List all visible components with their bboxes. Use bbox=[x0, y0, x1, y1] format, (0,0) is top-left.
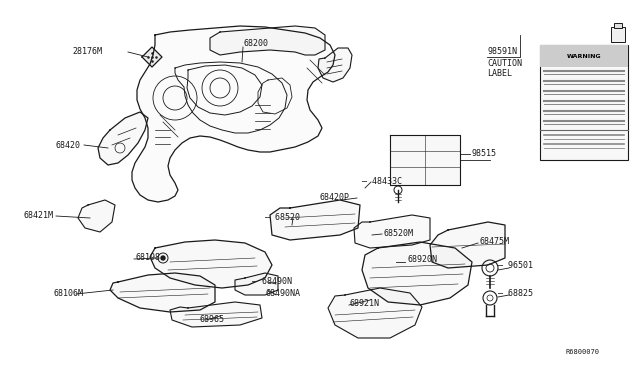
FancyBboxPatch shape bbox=[614, 23, 622, 28]
Polygon shape bbox=[170, 302, 262, 327]
FancyBboxPatch shape bbox=[540, 45, 628, 160]
Text: 28176M: 28176M bbox=[72, 48, 102, 57]
Polygon shape bbox=[362, 242, 472, 305]
Text: R6800070: R6800070 bbox=[566, 349, 600, 355]
Text: 68920N: 68920N bbox=[407, 256, 437, 264]
Text: 68965: 68965 bbox=[200, 315, 225, 324]
Polygon shape bbox=[210, 26, 325, 55]
Text: – 48433C: – 48433C bbox=[362, 177, 402, 186]
Polygon shape bbox=[390, 135, 460, 185]
Text: 98591N: 98591N bbox=[487, 48, 517, 57]
Polygon shape bbox=[430, 222, 505, 268]
Polygon shape bbox=[318, 48, 352, 82]
Polygon shape bbox=[270, 200, 360, 240]
FancyBboxPatch shape bbox=[540, 45, 628, 67]
Text: 68421M: 68421M bbox=[23, 211, 53, 219]
Text: 68420: 68420 bbox=[55, 141, 80, 150]
Text: 68921N: 68921N bbox=[350, 298, 380, 308]
Text: 68490NA: 68490NA bbox=[265, 289, 300, 298]
Polygon shape bbox=[354, 215, 430, 248]
Polygon shape bbox=[110, 273, 215, 312]
Text: 98515: 98515 bbox=[472, 148, 497, 157]
Text: – 68825: – 68825 bbox=[498, 289, 533, 298]
Text: CAUTION: CAUTION bbox=[487, 58, 522, 67]
Text: 68520M: 68520M bbox=[384, 228, 414, 237]
Text: – 96501: – 96501 bbox=[498, 262, 533, 270]
Text: WARNING: WARNING bbox=[566, 54, 602, 58]
Text: 68475M: 68475M bbox=[480, 237, 510, 247]
Text: 68198: 68198 bbox=[135, 253, 160, 262]
Polygon shape bbox=[142, 47, 162, 67]
Text: – 68520: – 68520 bbox=[265, 214, 300, 222]
Circle shape bbox=[161, 256, 165, 260]
Polygon shape bbox=[150, 240, 272, 288]
Text: 68106M: 68106M bbox=[53, 289, 83, 298]
Polygon shape bbox=[98, 112, 148, 165]
Text: – 68490N: – 68490N bbox=[252, 278, 292, 286]
Polygon shape bbox=[235, 273, 278, 295]
Polygon shape bbox=[328, 288, 422, 338]
FancyBboxPatch shape bbox=[611, 27, 625, 42]
Polygon shape bbox=[132, 26, 335, 202]
Text: 68420P: 68420P bbox=[320, 193, 350, 202]
Text: 68200: 68200 bbox=[243, 38, 268, 48]
Polygon shape bbox=[78, 200, 115, 232]
Text: LABEL: LABEL bbox=[487, 70, 512, 78]
